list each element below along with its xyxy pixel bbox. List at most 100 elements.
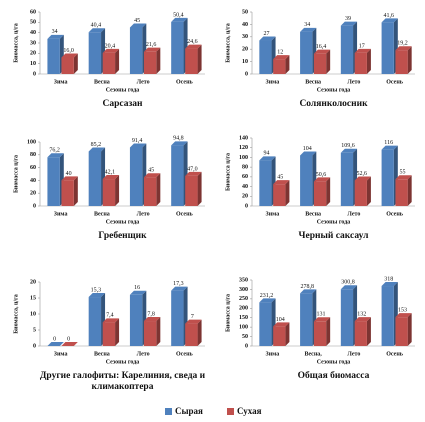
bar-top	[47, 342, 64, 346]
bar	[185, 48, 198, 74]
bar	[129, 27, 143, 74]
x-tick-label: Лето	[137, 211, 150, 217]
bar-top	[395, 175, 412, 180]
value-label: 85,2	[91, 142, 102, 148]
bar-top	[61, 176, 78, 181]
x-tick-label: Осень	[176, 211, 194, 217]
bar-top	[395, 313, 412, 318]
bar-side	[115, 175, 120, 206]
value-label: 45	[148, 168, 154, 174]
y-tick-label: 50	[242, 334, 248, 340]
y-axis-label: Биомасса ц/га	[13, 155, 19, 193]
bar-top	[354, 176, 371, 181]
value-label: 52,6	[357, 171, 368, 177]
value-label: 45	[134, 18, 140, 24]
bar-top	[47, 34, 64, 39]
bar-top	[259, 36, 276, 41]
bar-top	[185, 319, 202, 324]
y-tick-label: 10	[30, 61, 36, 67]
y-tick-label: 0	[245, 71, 248, 77]
y-tick-label: 50	[30, 20, 36, 26]
bar-top	[171, 17, 188, 22]
y-tick-label: 20	[30, 279, 36, 285]
bar-side	[326, 317, 331, 346]
value-label: 16	[134, 285, 140, 291]
bar-top	[273, 55, 290, 60]
y-tick-label: 80	[30, 152, 36, 158]
bar-side	[326, 49, 331, 74]
x-tick-label: Осень	[386, 351, 404, 357]
bar	[61, 57, 74, 74]
y-tick-label: 10	[30, 311, 36, 317]
y-tick-label: 5	[33, 327, 36, 333]
y-tick-label: 200	[239, 306, 248, 312]
x-tick-label: Осень	[176, 351, 194, 357]
bar	[354, 180, 367, 206]
y-tick-label: 350	[239, 277, 248, 283]
bar	[185, 323, 198, 346]
value-label: 7,8	[147, 311, 155, 317]
y-tick-label: 0	[33, 203, 36, 209]
x-axis-label: Сезоны года	[106, 359, 140, 365]
bar-top	[395, 46, 412, 51]
y-tick-label: 30	[242, 34, 248, 40]
value-label: 42,1	[105, 169, 116, 175]
chart-title: Другие галофиты: Карелиния, сведа и	[40, 370, 206, 381]
bar	[171, 290, 184, 346]
bar-top	[313, 317, 331, 322]
value-label: 153	[398, 308, 407, 314]
bar	[340, 152, 354, 206]
legend-label: Сырая	[175, 406, 203, 416]
y-tick-label: 40	[242, 22, 248, 28]
bar-side	[156, 173, 161, 206]
legend-label: Сухая	[237, 406, 262, 416]
value-label: 109,6	[341, 143, 355, 149]
bar-top	[102, 318, 120, 323]
value-label: 116	[384, 140, 393, 146]
y-tick-label: 250	[239, 296, 248, 302]
y-tick-label: 0	[33, 343, 36, 349]
y-tick-label: 100	[239, 155, 248, 161]
value-label: 27	[263, 31, 269, 37]
bar-top	[143, 317, 161, 322]
value-label: 19,2	[397, 41, 408, 47]
value-label: 45	[277, 175, 283, 181]
value-label: 94,8	[173, 136, 184, 142]
bar-side	[407, 46, 412, 74]
bar-side	[115, 48, 120, 74]
bar-side	[326, 177, 331, 206]
bar-top	[381, 18, 398, 23]
bar-top	[88, 147, 106, 152]
x-tick-label: Зима	[54, 79, 68, 85]
bar	[102, 322, 116, 346]
bar	[354, 52, 367, 74]
bar	[395, 317, 408, 346]
bar-top	[129, 290, 147, 295]
y-tick-label: 120	[239, 145, 248, 151]
bar-side	[285, 55, 290, 74]
bar-top	[340, 148, 358, 153]
y-tick-label: 20	[242, 194, 248, 200]
value-label: 41,6	[383, 13, 394, 19]
y-tick-label: 20	[30, 51, 36, 57]
value-label: 40,4	[91, 23, 102, 29]
bar-side	[197, 319, 202, 346]
bar-side	[197, 171, 202, 206]
chart-title: климакоптера	[92, 382, 154, 392]
bar-side	[407, 313, 412, 346]
bar-top	[102, 48, 120, 53]
bar-side	[197, 44, 202, 74]
value-label: 55	[400, 170, 406, 176]
y-tick-label: 40	[30, 178, 36, 184]
value-label: 34	[304, 22, 310, 28]
bar-top	[185, 44, 202, 49]
bar-top	[354, 317, 371, 322]
bar	[259, 302, 272, 346]
x-tick-label: Лето	[137, 79, 150, 85]
y-tick-label: 40	[242, 184, 248, 190]
bar	[381, 286, 394, 346]
value-label: 104	[303, 146, 312, 152]
bar-side	[366, 48, 371, 74]
chart-title: Черный саксаул	[299, 230, 370, 241]
bar	[171, 21, 184, 75]
